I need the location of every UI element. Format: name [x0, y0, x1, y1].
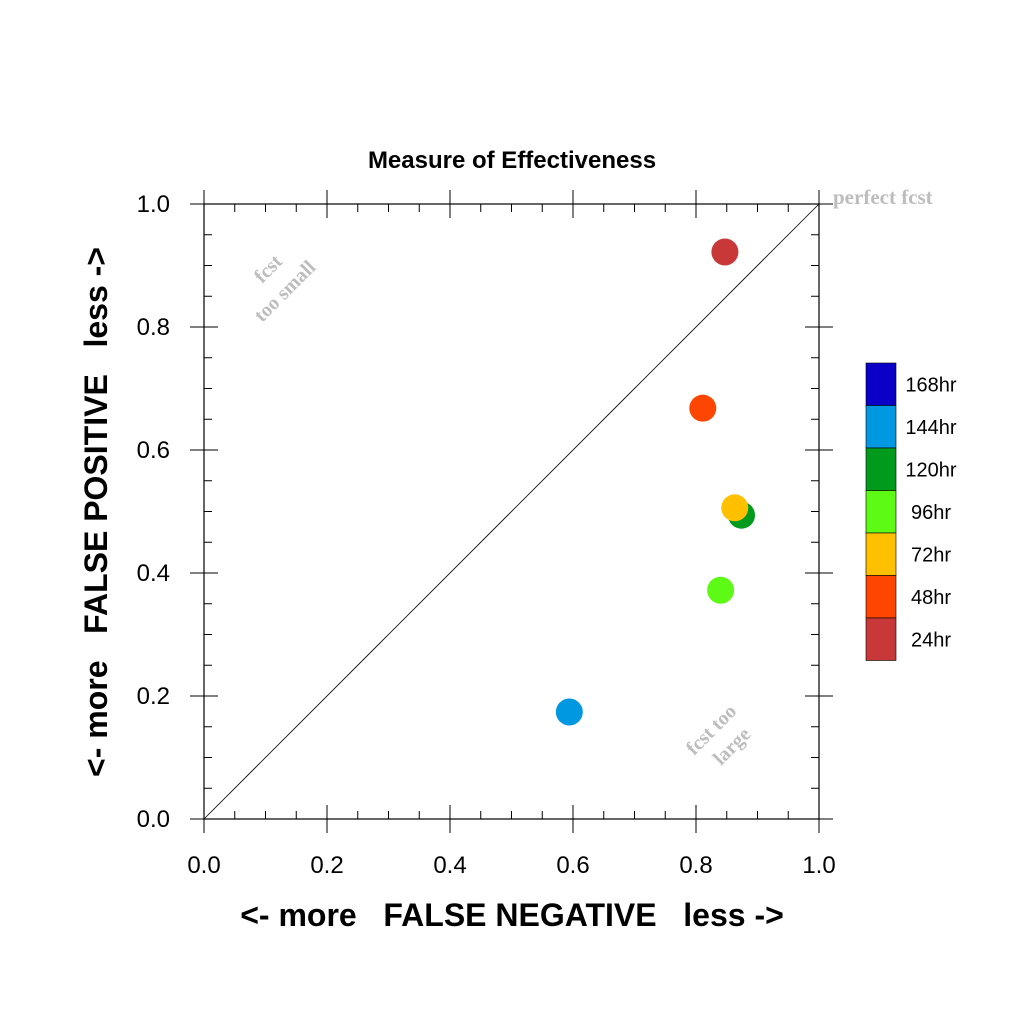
legend-label-168hr: 168hr	[905, 374, 956, 396]
x-tick-label: 0.8	[679, 852, 712, 879]
legend-label-96hr: 96hr	[911, 502, 951, 524]
point-72hr	[721, 494, 749, 522]
x-tick-label: 0.4	[433, 852, 466, 879]
legend-swatch-24hr	[865, 617, 897, 661]
legend-swatch-144hr	[865, 405, 897, 449]
legend-label-72hr: 72hr	[911, 544, 951, 566]
legend-swatch-72hr	[865, 532, 897, 576]
plot-frame	[203, 203, 820, 820]
diagonal-line	[203, 203, 820, 820]
x-tick-labels: 0.0 0.2 0.4 0.6 0.8 1.0	[187, 852, 835, 879]
x-axis-label: <- more FALSE NEGATIVE less ->	[240, 897, 784, 933]
legend: 168hr 144hr 120hr 96hr 72hr 48hr 24hr	[865, 362, 957, 661]
y-tick-label: 0.4	[137, 560, 170, 587]
legend-swatch-168hr	[865, 362, 897, 406]
y-tick-label: 1.0	[137, 191, 170, 218]
y-axis-label: <- more FALSE POSITIVE less ->	[78, 247, 114, 777]
legend-label-120hr: 120hr	[905, 459, 956, 481]
point-144hr	[555, 698, 583, 726]
y-tick-label: 0.8	[137, 314, 170, 341]
diagonal-reference	[203, 203, 820, 820]
y-tick-label: 0.6	[137, 437, 170, 464]
x-tick-label: 0.0	[187, 852, 220, 879]
point-48hr	[689, 394, 717, 422]
x-tick-label: 0.2	[310, 852, 343, 879]
legend-swatch-96hr	[865, 490, 897, 534]
y-tick-label: 0.0	[137, 806, 170, 833]
legend-label-144hr: 144hr	[905, 417, 956, 439]
point-96hr	[707, 576, 735, 604]
x-tick-label: 1.0	[802, 852, 835, 879]
legend-swatch-120hr	[865, 447, 897, 491]
y-tick-labels: 0.0 0.2 0.4 0.6 0.8 1.0	[137, 191, 170, 833]
chart-title: Measure of Effectiveness	[368, 147, 656, 174]
point-24hr	[711, 238, 739, 266]
legend-label-24hr: 24hr	[911, 629, 951, 651]
legend-label-48hr: 48hr	[911, 587, 951, 609]
x-tick-label: 0.6	[556, 852, 589, 879]
legend-swatch-48hr	[865, 575, 897, 619]
annotation-perfect: perfect fcst	[833, 185, 933, 209]
y-tick-label: 0.2	[137, 683, 170, 710]
data-points	[555, 238, 756, 726]
